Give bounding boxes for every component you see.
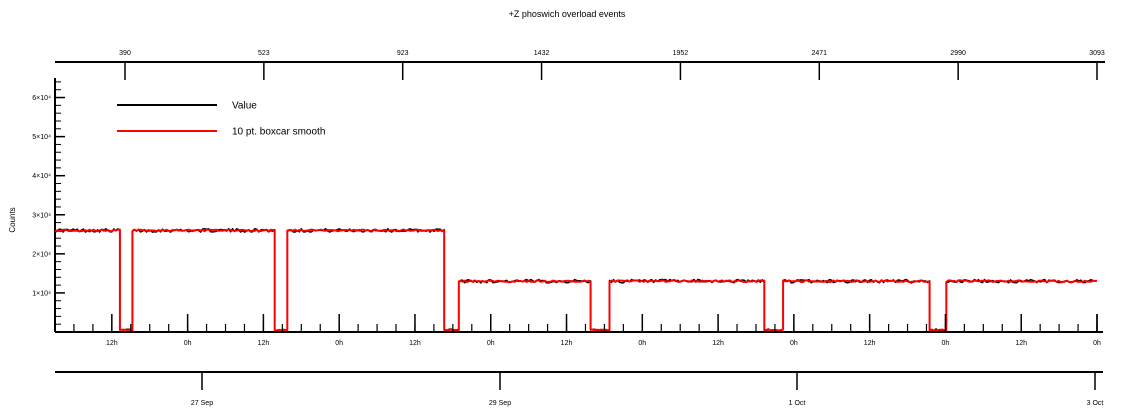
- plot-area: [54, 227, 1098, 332]
- y-axis-label: Counts: [8, 207, 17, 232]
- top-axis-label: 2471: [811, 50, 827, 57]
- legend: Value 10 pt. boxcar smooth: [117, 101, 325, 138]
- top-axis-label: 1432: [534, 50, 550, 57]
- x-tick-label: 0h: [184, 340, 192, 347]
- y-tick-label: 6×10⁴: [32, 95, 51, 102]
- legend-label: 10 pt. boxcar smooth: [232, 127, 325, 138]
- x-tick-label: 12h: [864, 340, 876, 347]
- y-tick-label: 1×10⁴: [32, 290, 51, 297]
- x-tick-label: 0h: [942, 340, 950, 347]
- top-axis-label: 1952: [673, 50, 689, 57]
- x-tick-label: 12h: [409, 340, 421, 347]
- x-tick-label: 0h: [335, 340, 343, 347]
- x-tick-label: 12h: [561, 340, 573, 347]
- x-tick-label: 12h: [712, 340, 724, 347]
- top-axis-label: 523: [258, 50, 270, 57]
- top-axis: 390 523 923 1432 1952 2471 2990 3093: [55, 50, 1105, 80]
- y-tick-label: 2×10⁴: [32, 251, 51, 258]
- x-tick-label: 0h: [790, 340, 798, 347]
- top-axis-label: 923: [397, 50, 409, 57]
- x-axis-dates: 27 Sep 29 Sep 1 Oct 3 Oct: [55, 371, 1104, 407]
- y-axis: 1×10⁴ 2×10⁴ 3×10⁴ 4×10⁴ 5×10⁴ 6×10⁴: [32, 78, 65, 333]
- x-tick-label: 0h: [487, 340, 495, 347]
- date-axis-label: 29 Sep: [489, 400, 511, 407]
- chart-title: +Z phoswich overload events: [509, 9, 626, 19]
- x-tick-label: 12h: [258, 340, 270, 347]
- y-tick-label: 4×10⁴: [32, 173, 51, 180]
- x-tick-label: 0h: [638, 340, 646, 347]
- y-tick-label: 5×10⁴: [32, 134, 51, 141]
- series-line: [54, 227, 1098, 332]
- x-tick-label: 12h: [106, 340, 118, 347]
- date-axis-label: 27 Sep: [191, 400, 213, 407]
- series-line: [54, 228, 1098, 332]
- top-axis-label: 3093: [1089, 50, 1105, 57]
- top-axis-label: 2990: [950, 50, 966, 57]
- legend-label: Value: [232, 101, 257, 112]
- x-axis-hours: 12h 0h 12h 0h 12h 0h 12h 0h 12h 0h 12h 0h 12h 0h: [55, 314, 1103, 347]
- x-tick-label: 0h: [1093, 340, 1101, 347]
- x-tick-label: 12h: [1015, 340, 1027, 347]
- date-axis-label: 1 Oct: [789, 400, 806, 407]
- date-axis-label: 3 Oct: [1087, 400, 1104, 407]
- y-tick-label: 3×10⁴: [32, 212, 51, 219]
- top-axis-label: 390: [119, 50, 131, 57]
